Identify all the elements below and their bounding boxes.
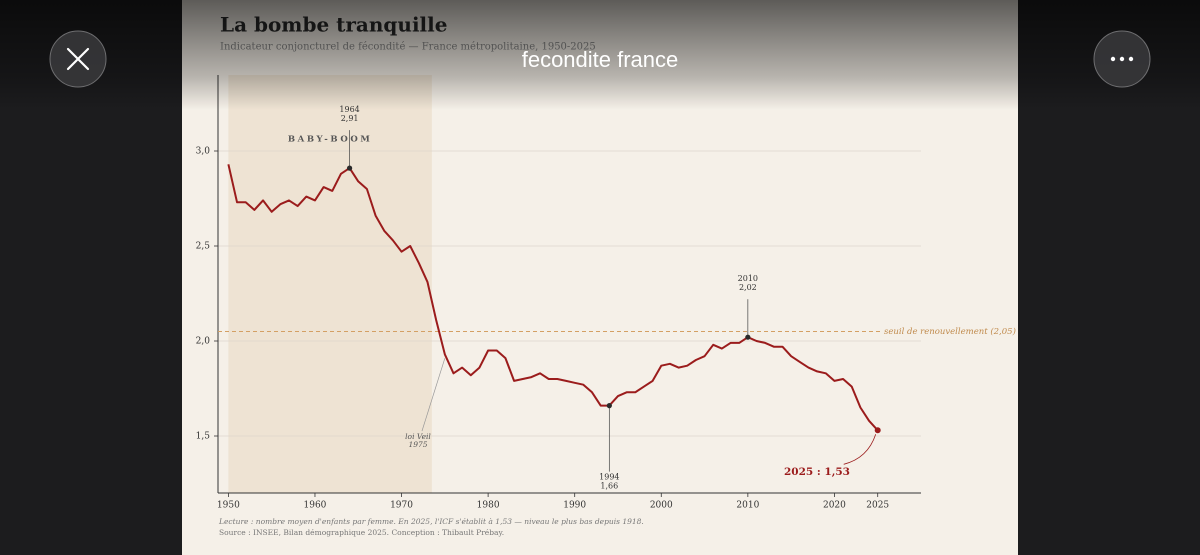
x-tick-label: 2010 — [736, 501, 759, 511]
event-text: loi Veil — [405, 432, 431, 441]
y-tick-label: 3,0 — [196, 147, 211, 157]
annotation-point — [606, 403, 612, 409]
x-tick-label: 1980 — [477, 501, 500, 511]
top-overlay — [0, 0, 1200, 110]
chart: La bombe tranquilleIndicateur conjonctur… — [196, 13, 1016, 538]
dot — [1110, 56, 1116, 62]
highlight-span — [228, 75, 432, 493]
footnote: Lecture : nombre moyen d'enfants par fem… — [218, 517, 644, 526]
x-tick-label: 1950 — [217, 501, 240, 511]
dot — [1128, 56, 1134, 62]
threshold-label: seuil de renouvellement (2,05) — [884, 326, 1016, 337]
x-tick-label: 1990 — [563, 501, 586, 511]
annotation-text: 1994 — [599, 473, 619, 482]
x-tick-label: 2020 — [823, 501, 846, 511]
x-tick-label: 1960 — [304, 501, 327, 511]
more-button[interactable] — [1093, 30, 1151, 88]
x-tick-label: 1970 — [390, 501, 413, 511]
x-tick-label: 2000 — [650, 501, 673, 511]
x-tick-label: 2025 — [866, 501, 889, 511]
annotation-point — [346, 165, 353, 171]
dot — [1119, 56, 1125, 62]
annotation-text: 2010 — [738, 274, 758, 283]
y-tick-label: 1,5 — [196, 432, 211, 442]
event-text: 1975 — [408, 440, 427, 449]
annotation-text: 2,91 — [341, 114, 359, 123]
annotation-point — [745, 334, 751, 340]
y-tick-label: 2,0 — [196, 337, 211, 347]
event-leader — [421, 358, 446, 432]
highlight-label: BABY-BOOM — [288, 135, 373, 145]
last-label: 2025 : 1,53 — [784, 466, 850, 478]
annotation-text: 1,66 — [600, 482, 618, 491]
annotation-text: 2,02 — [739, 283, 757, 292]
last-point — [874, 427, 881, 434]
last-leader — [843, 434, 877, 465]
close-button[interactable] — [49, 30, 107, 88]
close-icon — [66, 47, 90, 71]
footnote: Source : INSEE, Bilan démographique 2025… — [219, 528, 504, 537]
y-tick-label: 2,5 — [196, 242, 211, 252]
series-line — [227, 164, 879, 431]
viewer-title: fecondite france — [522, 47, 679, 72]
